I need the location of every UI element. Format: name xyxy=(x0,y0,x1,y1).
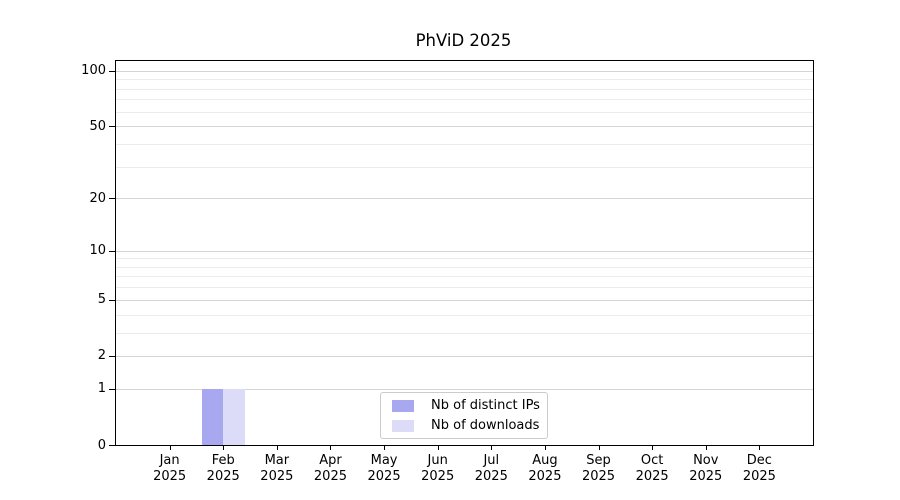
x-tick-may xyxy=(384,445,386,450)
y-gridline-7 xyxy=(116,276,813,278)
legend-row-downloads: Nb of downloads xyxy=(387,417,541,434)
chart-title: PhViD 2025 xyxy=(415,31,512,50)
x-tick-label-jun: Jun 2025 xyxy=(421,453,455,484)
x-tick-label-jul: Jul 2025 xyxy=(474,453,508,484)
y-gridline-10 xyxy=(116,250,813,252)
x-tick-label-nov: Nov 2025 xyxy=(689,453,723,484)
y-gridline-90 xyxy=(116,79,813,81)
y-tick-50 xyxy=(109,126,116,128)
x-tick-jun xyxy=(437,445,439,450)
y-gridline-3 xyxy=(116,332,813,334)
x-tick-label-may: May 2025 xyxy=(367,453,401,484)
legend: Nb of distinct IPs Nb of downloads xyxy=(380,392,548,439)
x-tick-label-aug: Aug 2025 xyxy=(528,453,562,484)
bar-distinct-ips-feb xyxy=(201,388,224,445)
legend-row-distinct-ips: Nb of distinct IPs xyxy=(387,397,541,414)
x-tick-label-oct: Oct 2025 xyxy=(635,453,669,484)
y-gridline-100 xyxy=(116,70,813,72)
y-gridline-9 xyxy=(116,258,813,260)
y-gridline-50 xyxy=(116,126,813,128)
x-tick-label-mar: Mar 2025 xyxy=(260,453,294,484)
x-tick-nov xyxy=(705,445,707,450)
y-tick-label-0: 0 xyxy=(97,437,106,453)
y-gridline-2 xyxy=(116,355,813,357)
y-gridline-30 xyxy=(116,166,813,168)
y-gridline-60 xyxy=(116,111,813,113)
y-gridline-1 xyxy=(116,388,813,390)
legend-swatch-distinct-ips xyxy=(392,399,414,412)
legend-label-distinct-ips: Nb of distinct IPs xyxy=(431,398,540,413)
y-tick-100 xyxy=(109,70,116,72)
y-tick-20 xyxy=(109,198,116,200)
y-gridline-8 xyxy=(116,266,813,268)
y-tick-label-50: 50 xyxy=(89,118,106,134)
x-tick-oct xyxy=(652,445,654,450)
y-tick-10 xyxy=(109,250,116,252)
y-tick-label-100: 100 xyxy=(81,63,106,79)
y-gridline-5 xyxy=(116,299,813,301)
y-gridline-40 xyxy=(116,143,813,145)
x-tick-mar xyxy=(276,445,278,450)
y-tick-label-10: 10 xyxy=(89,243,106,259)
plot-area: Nb of distinct IPs Nb of downloads 0 1 2 5 1… xyxy=(81,60,814,484)
y-tick-label-2: 2 xyxy=(97,348,106,364)
x-tick-label-jan: Jan 2025 xyxy=(153,453,187,484)
x-tick-aug xyxy=(544,445,546,450)
x-tick-jan xyxy=(169,445,171,450)
x-tick-feb xyxy=(223,445,225,450)
bar-downloads-feb xyxy=(223,388,245,445)
legend-swatch-downloads xyxy=(392,419,414,432)
x-tick-apr xyxy=(330,445,332,450)
y-tick-label-1: 1 xyxy=(97,381,106,397)
x-tick-dec xyxy=(759,445,761,450)
x-tick-label-dec: Dec 2025 xyxy=(742,453,776,484)
y-tick-5 xyxy=(109,299,116,301)
y-tick-1 xyxy=(109,388,116,390)
y-gridline-70 xyxy=(116,99,813,101)
y-gridline-6 xyxy=(116,287,813,289)
y-gridline-20 xyxy=(116,198,813,200)
x-tick-sep xyxy=(598,445,600,450)
legend-label-downloads: Nb of downloads xyxy=(431,418,540,433)
y-gridline-4 xyxy=(116,314,813,316)
y-tick-0 xyxy=(109,445,116,446)
x-tick-label-apr: Apr 2025 xyxy=(313,453,347,484)
x-tick-label-feb: Feb 2025 xyxy=(206,453,240,484)
y-tick-label-20: 20 xyxy=(89,190,106,206)
y-tick-2 xyxy=(109,355,116,357)
x-tick-label-sep: Sep 2025 xyxy=(581,453,616,484)
y-tick-label-5: 5 xyxy=(97,292,106,308)
x-tick-jul xyxy=(491,445,493,450)
y-gridline-80 xyxy=(116,88,813,90)
